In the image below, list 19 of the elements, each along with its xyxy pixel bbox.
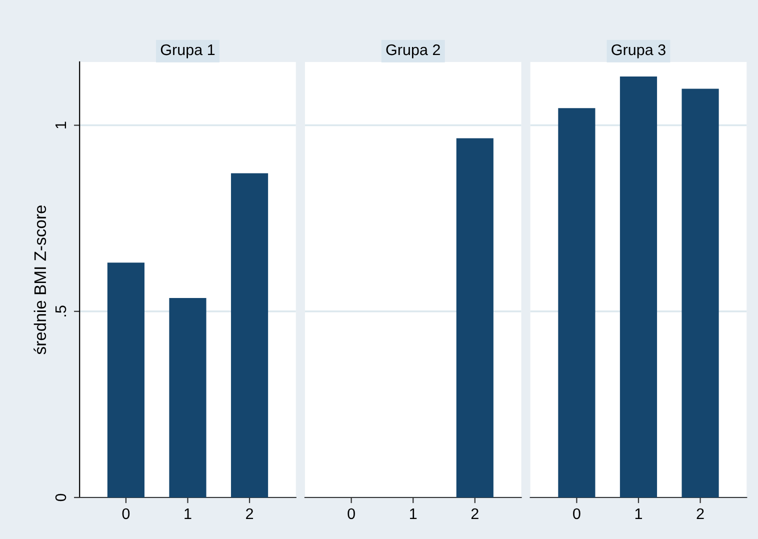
- chart-title: Grupa 2: [386, 44, 440, 58]
- bar: [169, 298, 206, 498]
- bar: [230, 173, 268, 498]
- bar: [107, 262, 144, 498]
- chart-title: Grupa 1: [160, 44, 215, 58]
- x-tick-label: 0: [122, 508, 130, 520]
- y-tick-label: 0: [55, 494, 66, 502]
- x-tick-label: 1: [184, 508, 192, 519]
- y-axis-title: średnie BMI Z-score: [34, 205, 46, 354]
- y-tick-label: 1: [55, 122, 66, 128]
- chart-title: Grupa 3: [612, 44, 666, 58]
- x-tick-label: 0: [348, 508, 355, 520]
- x-tick-label: 2: [246, 508, 254, 519]
- x-tick-label: 0: [573, 508, 580, 520]
- y-tick-label: .5: [55, 306, 66, 316]
- x-tick-label: 1: [410, 508, 417, 519]
- x-tick-label: 1: [635, 508, 642, 519]
- x-tick-label: 2: [471, 508, 478, 519]
- x-tick-label: 2: [696, 508, 704, 519]
